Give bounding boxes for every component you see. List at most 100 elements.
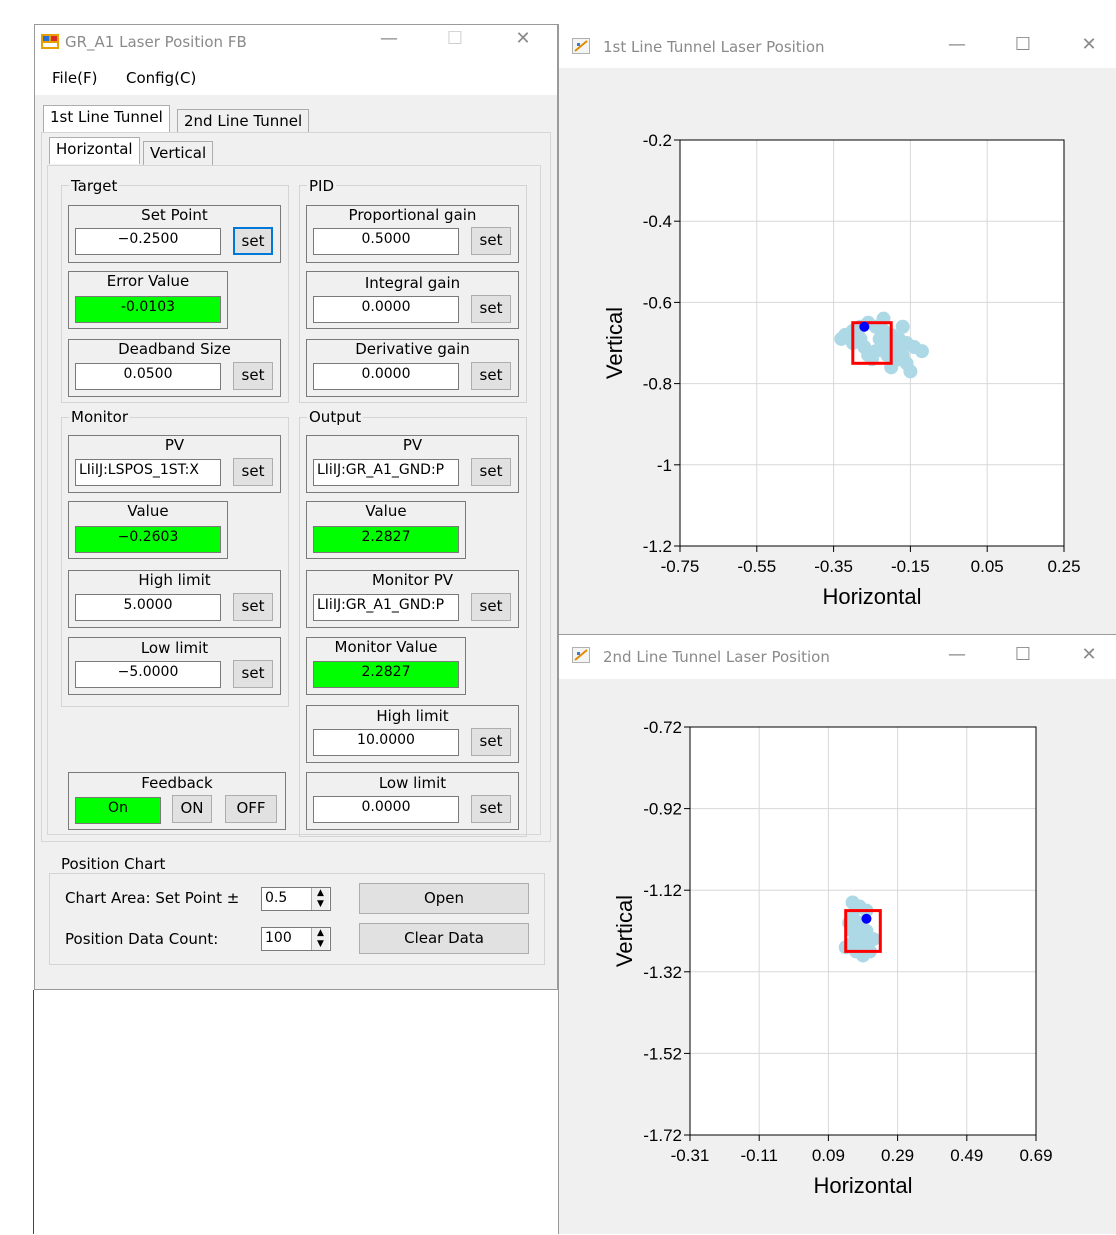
maximize-icon[interactable]: ☐ bbox=[1014, 34, 1032, 55]
chart-window-2: 2nd Line Tunnel Laser Position — ☐ ✕ -0.… bbox=[558, 634, 1116, 1234]
x-axis-label: Horizontal bbox=[822, 584, 921, 609]
output-monitor-value-label: Monitor Value bbox=[334, 638, 438, 656]
proportional-gain-label: Proportional gain bbox=[348, 206, 477, 224]
spin-down-icon[interactable]: ▼ bbox=[311, 899, 329, 910]
monitor-high-limit-set-button[interactable]: set bbox=[233, 593, 273, 621]
chart-app-icon bbox=[572, 38, 590, 54]
deadband-set-button[interactable]: set bbox=[233, 362, 273, 390]
chart-window-2-title-bar: 2nd Line Tunnel Laser Position — ☐ ✕ bbox=[559, 635, 1116, 679]
output-value-label: Value bbox=[365, 502, 407, 520]
x-tick-label: 0.25 bbox=[1047, 557, 1080, 576]
y-tick-label: -1.32 bbox=[643, 963, 682, 982]
feedback-state-display: On bbox=[75, 797, 161, 824]
monitor-group bbox=[61, 417, 289, 707]
history-point bbox=[834, 331, 849, 346]
y-tick-label: -1.52 bbox=[643, 1044, 682, 1063]
current-position-point bbox=[861, 913, 872, 924]
x-tick-label: -0.15 bbox=[891, 557, 930, 576]
output-pv-label: PV bbox=[402, 436, 423, 454]
pid-group bbox=[299, 185, 527, 403]
chart-window-1: 1st Line Tunnel Laser Position — ☐ ✕ -0.… bbox=[558, 24, 1116, 634]
minimize-icon[interactable]: — bbox=[948, 644, 966, 665]
tab-vertical[interactable]: Vertical bbox=[143, 141, 214, 165]
history-point bbox=[895, 348, 910, 363]
deadband-input[interactable]: 0.0500 bbox=[75, 363, 221, 390]
derivative-gain-input[interactable]: 0.0000 bbox=[313, 363, 459, 390]
monitor-low-limit-field bbox=[68, 637, 281, 695]
spin-down-icon[interactable]: ▼ bbox=[311, 939, 329, 950]
menu-file[interactable]: File(F) bbox=[52, 69, 98, 87]
proportional-gain-set-button[interactable]: set bbox=[471, 227, 511, 255]
output-high-limit-field bbox=[306, 705, 519, 763]
x-tick-label: 0.05 bbox=[971, 557, 1004, 576]
feedback-on-button[interactable]: ON bbox=[172, 795, 212, 823]
monitor-value-label: Value bbox=[127, 502, 169, 520]
output-pv-input[interactable]: LIiIJ:GR_A1_GND:P bbox=[313, 459, 459, 486]
tab-2nd-line-tunnel[interactable]: 2nd Line Tunnel bbox=[177, 109, 310, 133]
minimize-icon[interactable]: — bbox=[380, 28, 398, 49]
output-monitor-pv-input[interactable]: LIiIJ:GR_A1_GND:P bbox=[313, 594, 459, 621]
output-low-limit-label: Low limit bbox=[378, 774, 447, 792]
y-axis-label: Vertical bbox=[602, 307, 627, 379]
monitor-low-limit-set-button[interactable]: set bbox=[233, 660, 273, 688]
set-point-set-button[interactable]: set bbox=[233, 227, 273, 255]
output-monitor-pv-field bbox=[306, 570, 519, 628]
history-point bbox=[895, 319, 910, 334]
output-value-field bbox=[306, 501, 466, 559]
plot-area bbox=[680, 140, 1064, 546]
chart-window-1-title: 1st Line Tunnel Laser Position bbox=[603, 38, 825, 56]
position-chart-group bbox=[49, 873, 545, 965]
spin-up-icon[interactable]: ▲ bbox=[311, 928, 329, 939]
output-group bbox=[299, 417, 527, 837]
current-position-point bbox=[859, 321, 870, 332]
position-chart-1: -0.75 -0.55 -0.35 -0.15 0.05 0.25 -0.2 -0.4 -0.6… bbox=[602, 131, 1081, 609]
output-pv-set-button[interactable]: set bbox=[471, 458, 511, 486]
history-point bbox=[853, 331, 868, 346]
output-monitor-pv-set-button[interactable]: set bbox=[471, 593, 511, 621]
spin-up-icon[interactable]: ▲ bbox=[311, 888, 329, 899]
monitor-low-limit-input[interactable]: −5.0000 bbox=[75, 661, 221, 688]
maximize-icon[interactable]: ☐ bbox=[446, 28, 464, 49]
tab-1st-line-tunnel[interactable]: 1st Line Tunnel bbox=[43, 105, 170, 132]
integral-gain-input[interactable]: 0.0000 bbox=[313, 296, 459, 323]
monitor-pv-field bbox=[68, 435, 281, 493]
output-low-limit-input[interactable]: 0.0000 bbox=[313, 796, 459, 823]
y-tick-label: -1.2 bbox=[643, 537, 672, 556]
monitor-high-limit-field bbox=[68, 570, 281, 628]
y-tick-label: -0.2 bbox=[643, 131, 672, 150]
x-tick-label: -0.75 bbox=[661, 557, 700, 576]
feedback-off-button[interactable]: OFF bbox=[225, 795, 277, 823]
pid-group-label: PID bbox=[307, 177, 337, 195]
open-chart-button[interactable]: Open bbox=[359, 883, 529, 914]
output-high-limit-set-button[interactable]: set bbox=[471, 728, 511, 756]
tab-horizontal[interactable]: Horizontal bbox=[49, 137, 140, 164]
target-group bbox=[61, 185, 289, 403]
set-point-input[interactable]: −0.2500 bbox=[75, 228, 221, 255]
derivative-gain-set-button[interactable]: set bbox=[471, 362, 511, 390]
maximize-icon[interactable]: ☐ bbox=[1014, 644, 1032, 665]
menu-bar: File(F) Config(C) bbox=[35, 55, 557, 95]
integral-gain-set-button[interactable]: set bbox=[471, 295, 511, 323]
desktop-edge bbox=[33, 990, 34, 1234]
output-high-limit-input[interactable]: 10.0000 bbox=[313, 729, 459, 756]
set-point-field bbox=[68, 205, 281, 263]
minimize-icon[interactable]: — bbox=[948, 34, 966, 55]
monitor-pv-input[interactable]: LIiIJ:LSPOS_1ST:X bbox=[75, 459, 221, 486]
monitor-high-limit-input[interactable]: 5.0000 bbox=[75, 594, 221, 621]
close-icon[interactable]: ✕ bbox=[515, 28, 531, 49]
data-count-spinner-value: 100 bbox=[265, 930, 292, 946]
history-point bbox=[861, 348, 876, 363]
output-low-limit-set-button[interactable]: set bbox=[471, 795, 511, 823]
monitor-pv-set-button[interactable]: set bbox=[233, 458, 273, 486]
error-value-display: -0.0103 bbox=[75, 296, 221, 323]
clear-data-button[interactable]: Clear Data bbox=[359, 923, 529, 954]
position-chart-group-label: Position Chart bbox=[59, 855, 168, 873]
close-icon[interactable]: ✕ bbox=[1081, 34, 1097, 55]
close-icon[interactable]: ✕ bbox=[1081, 644, 1097, 665]
output-group-label: Output bbox=[307, 408, 364, 426]
y-tick-label: -1.72 bbox=[643, 1126, 682, 1145]
output-high-limit-label: High limit bbox=[376, 707, 449, 725]
output-monitor-value-field bbox=[306, 637, 466, 695]
proportional-gain-input[interactable]: 0.5000 bbox=[313, 228, 459, 255]
menu-config[interactable]: Config(C) bbox=[126, 69, 197, 87]
